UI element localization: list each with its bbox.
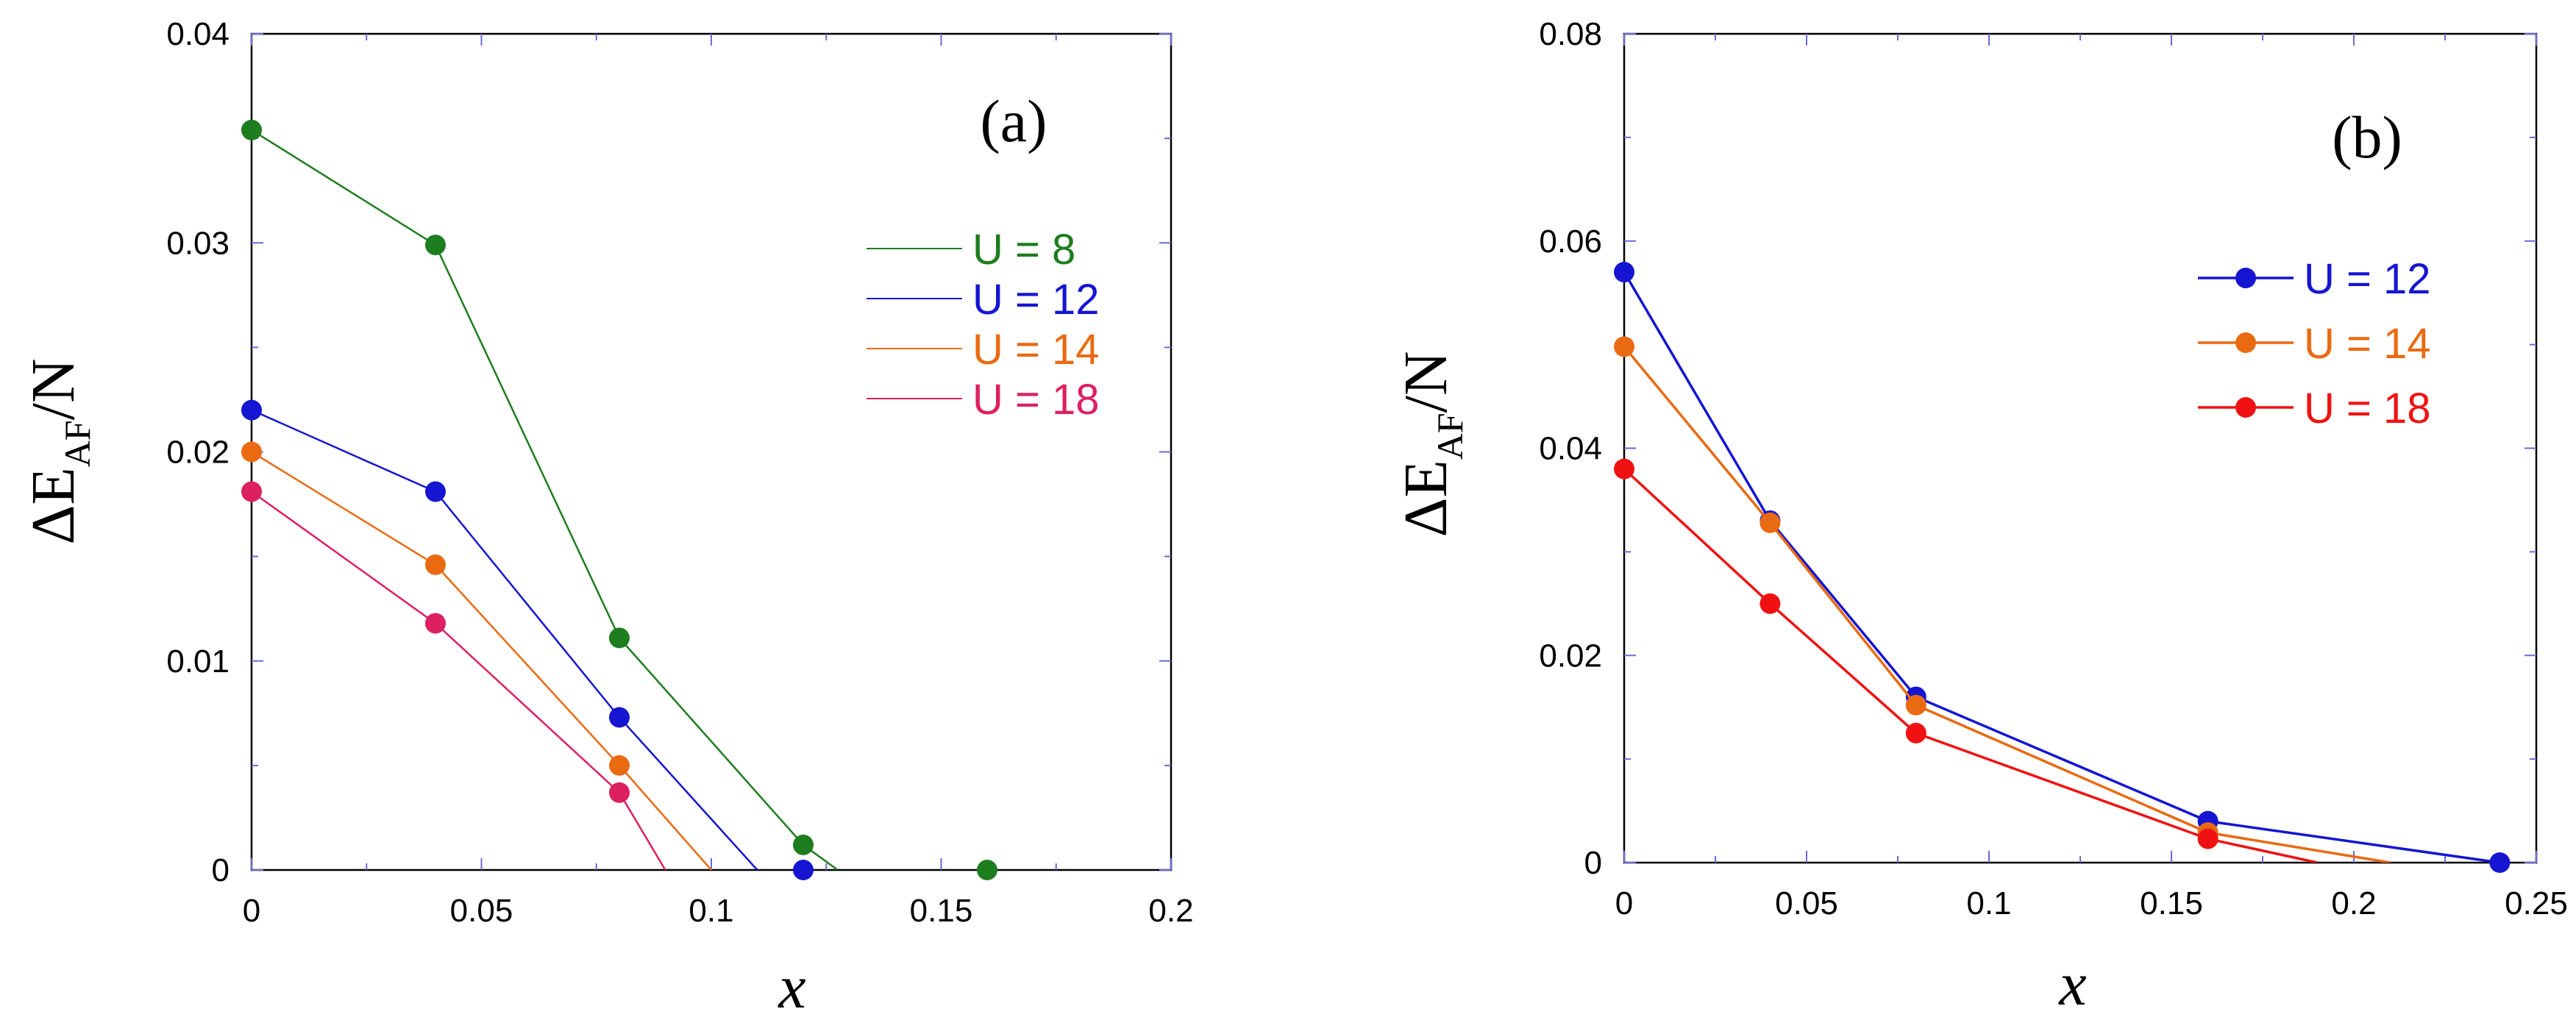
data-point <box>241 441 262 463</box>
x-tick-label: 0.1 <box>1966 885 2011 921</box>
panel-tag: (a) <box>980 88 1047 154</box>
y-axis-label-subscript: AF <box>57 420 98 467</box>
legend-marker <box>2235 332 2256 353</box>
y-axis-label-tail: /N <box>19 358 88 420</box>
y-axis-label-main: ΔE <box>19 467 88 544</box>
data-point <box>609 782 630 803</box>
data-point <box>609 627 630 649</box>
panel-a: 00.010.020.030.040 0.05 0.1 0.15 0.2U = 8U =… <box>19 16 1194 1020</box>
data-point <box>609 755 630 776</box>
series-line <box>252 451 712 870</box>
series-line <box>252 491 666 870</box>
legend-label: U = 12 <box>972 276 1100 324</box>
series-line <box>252 409 758 870</box>
data-point <box>1614 458 1634 479</box>
y-tick-label: 0.02 <box>1539 638 1602 674</box>
x-tick-label: 0.25 <box>2505 885 2568 921</box>
data-point <box>425 613 446 634</box>
data-point <box>977 860 997 880</box>
x-tick-label: 0.2 <box>1148 893 1193 929</box>
x-tick-label: 0 <box>1615 885 1633 921</box>
series-u-18 <box>241 481 666 870</box>
legend-label: U = 8 <box>972 226 1075 274</box>
x-tick-label: 0.2 <box>2331 885 2376 921</box>
y-tick-label: 0.02 <box>166 435 230 471</box>
y-tick-label: 0.08 <box>1539 16 1602 52</box>
x-tick-label: 0.15 <box>2140 885 2203 921</box>
panel-tag: (b) <box>2332 104 2402 171</box>
panel-b: 0 0.02 0.04 0.06 0.08 0 0.05 0.1 0.15 0.2 0.25 U = … <box>1392 16 2568 1019</box>
y-tick-label: 0 <box>1584 845 1602 881</box>
data-point <box>1614 336 1634 357</box>
legend-label: U = 18 <box>2304 385 2431 432</box>
x-axis-label: x <box>2057 950 2086 1019</box>
legend-label: U = 14 <box>972 326 1100 374</box>
legend-marker <box>2235 268 2256 288</box>
legend-label: U = 18 <box>972 376 1100 424</box>
y-tick-label: 0.04 <box>166 16 230 52</box>
y-axis-label: ΔEAF/N <box>1392 351 1470 537</box>
series-u-14 <box>1614 336 2391 863</box>
data-point <box>241 119 262 140</box>
data-point <box>1614 262 1634 283</box>
data-point <box>609 707 630 728</box>
y-tick-label: 0.06 <box>1539 224 1602 260</box>
y-axis-label-tail: /N <box>1392 351 1460 413</box>
y-tick-label: 0 <box>212 852 230 888</box>
plot-frame <box>250 32 1173 871</box>
data-point <box>241 481 262 502</box>
x-tick-label: 0.15 <box>910 893 973 929</box>
y-axis-label-main: ΔE <box>1392 460 1460 537</box>
x-tick-label: 0.05 <box>1775 885 1838 921</box>
series-line <box>252 129 839 870</box>
y-tick-label: 0.04 <box>1539 431 1602 467</box>
legend-label: U = 12 <box>2304 255 2431 303</box>
y-axis-label-subscript: AF <box>1429 413 1470 460</box>
data-point <box>1760 512 1781 533</box>
data-point <box>1905 722 1926 743</box>
data-point <box>425 235 446 256</box>
series-u-8 <box>241 119 997 880</box>
legend-label: U = 14 <box>2304 320 2431 368</box>
series-u-14 <box>241 441 712 870</box>
data-point <box>2489 852 2511 873</box>
x-tick-label: 0.1 <box>689 893 733 929</box>
data-point <box>425 554 446 575</box>
series-u-18 <box>1614 458 2318 863</box>
series-line <box>1624 346 2391 863</box>
series-line <box>1624 468 2318 863</box>
y-tick-label: 0.01 <box>166 643 230 680</box>
x-tick-label: 0 <box>243 893 260 929</box>
x-axis-label: x <box>777 953 805 1020</box>
series-u-12 <box>241 399 814 880</box>
x-tick-label: 0.05 <box>450 893 513 929</box>
data-point <box>793 860 814 880</box>
y-tick-label: 0.03 <box>166 225 230 261</box>
data-point <box>2197 828 2219 849</box>
data-point <box>241 399 262 421</box>
legend-marker <box>2235 397 2256 418</box>
data-point <box>1905 694 1926 716</box>
y-axis-label: ΔEAF/N <box>19 358 98 544</box>
data-point <box>793 834 814 855</box>
data-point <box>425 481 446 502</box>
data-point <box>1760 593 1781 614</box>
